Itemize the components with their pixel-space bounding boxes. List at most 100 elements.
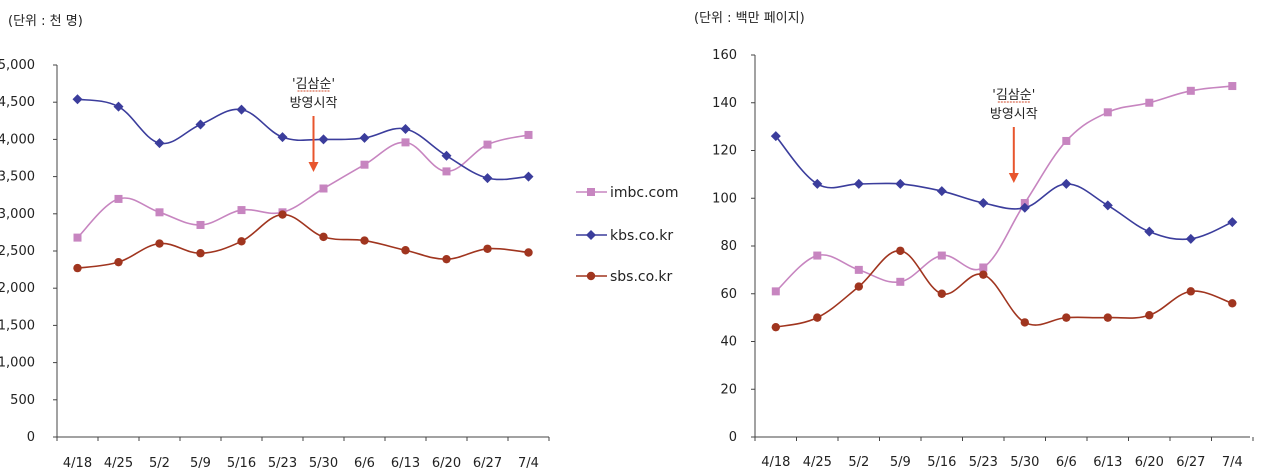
x-tick-label: 6/27 — [1176, 455, 1205, 470]
annotation-subtitle: 방영시작 — [290, 96, 338, 111]
x-tick-label: 7/4 — [1222, 455, 1243, 470]
x-tick-label: 5/23 — [969, 455, 998, 470]
right-chart: (단위 : 백만 페이지) 160 140 120 100 80 60 40 20 0 4/18 4/… — [694, 11, 1253, 470]
y-tick-label: 1,500 — [0, 318, 35, 333]
data-point-kbs-co-kr — [854, 179, 864, 189]
data-point-sbs-co-kr — [73, 264, 81, 272]
data-point-imbc-com — [979, 263, 987, 271]
data-point-sbs-co-kr — [772, 323, 780, 331]
data-point-sbs-co-kr — [155, 239, 163, 247]
y-tick-label: 80 — [720, 239, 737, 254]
data-point-imbc-com — [813, 252, 821, 260]
data-point-kbs-co-kr — [978, 198, 988, 208]
annotation-title: '김삼순' — [292, 77, 335, 92]
data-point-kbs-co-kr — [483, 173, 493, 183]
data-point-imbc-com — [1062, 137, 1070, 145]
x-tick-label: 5/2 — [848, 455, 869, 470]
y-tick-label: 20 — [720, 382, 737, 397]
data-point-kbs-co-kr — [319, 134, 329, 144]
legend-marker — [587, 272, 595, 280]
x-tick-label: 6/20 — [1135, 455, 1164, 470]
data-point-imbc-com — [525, 131, 533, 139]
y-tick-label: 40 — [720, 335, 737, 350]
x-tick-label: 5/23 — [268, 456, 297, 471]
data-point-kbs-co-kr — [114, 102, 124, 112]
y-tick-label: 500 — [10, 393, 35, 408]
data-point-imbc-com — [855, 266, 863, 274]
data-point-sbs-co-kr — [278, 210, 286, 218]
data-point-kbs-co-kr — [401, 124, 411, 134]
data-point-sbs-co-kr — [1021, 318, 1029, 326]
data-point-kbs-co-kr — [1227, 217, 1237, 227]
y-tick-label: 0 — [729, 430, 737, 445]
data-point-sbs-co-kr — [196, 249, 204, 257]
data-point-kbs-co-kr — [1144, 227, 1154, 237]
data-point-imbc-com — [938, 252, 946, 260]
data-point-sbs-co-kr — [442, 255, 450, 263]
x-tick-label: 5/16 — [927, 455, 956, 470]
legend: imbc.com kbs.co.kr sbs.co.kr — [576, 185, 678, 285]
data-point-sbs-co-kr — [855, 282, 863, 290]
data-point-kbs-co-kr — [812, 179, 822, 189]
data-point-sbs-co-kr — [896, 247, 904, 255]
data-point-kbs-co-kr — [524, 172, 534, 182]
left-chart: (단위 : 천 명) 5,000 4,500 4,000 3,500 3,000 2,500… — [0, 14, 549, 471]
data-point-sbs-co-kr — [938, 290, 946, 298]
x-tick-label: 6/6 — [1056, 455, 1077, 470]
data-point-imbc-com — [443, 167, 451, 175]
unit-label: (단위 : 백만 페이지) — [694, 11, 805, 26]
y-tick-label: 4,500 — [0, 95, 35, 110]
data-point-imbc-com — [361, 161, 369, 169]
x-tick-label: 5/30 — [1010, 455, 1039, 470]
legend-label: kbs.co.kr — [610, 228, 673, 244]
x-tick-label: 6/13 — [1093, 455, 1122, 470]
data-point-imbc-com — [402, 138, 410, 146]
y-tick-label: 60 — [720, 287, 737, 302]
data-point-imbc-com — [484, 141, 492, 149]
x-tick-label: 5/16 — [227, 456, 256, 471]
annotation-arrowhead — [309, 162, 319, 172]
x-tick-label: 4/25 — [803, 455, 832, 470]
data-point-kbs-co-kr — [196, 120, 206, 130]
annotation-arrowhead — [1009, 173, 1019, 183]
data-point-sbs-co-kr — [1228, 299, 1236, 307]
data-point-sbs-co-kr — [813, 313, 821, 321]
series-line-kbs-co-kr — [776, 136, 1233, 239]
data-point-imbc-com — [115, 195, 123, 203]
data-point-sbs-co-kr — [114, 258, 122, 266]
y-tick-label: 3,500 — [0, 170, 35, 185]
x-tick-label: 6/20 — [432, 456, 461, 471]
data-point-kbs-co-kr — [278, 132, 288, 142]
data-point-kbs-co-kr — [1061, 179, 1071, 189]
data-point-imbc-com — [1104, 108, 1112, 116]
data-point-imbc-com — [1187, 87, 1195, 95]
x-tick-label: 7/4 — [518, 456, 539, 471]
data-point-sbs-co-kr — [360, 236, 368, 244]
y-tick-label: 100 — [712, 191, 737, 206]
y-tick-label: 140 — [712, 96, 737, 111]
data-point-kbs-co-kr — [155, 138, 165, 148]
y-tick-label: 5,000 — [0, 58, 35, 73]
series-line-imbc-com — [78, 135, 529, 238]
data-point-imbc-com — [156, 208, 164, 216]
y-tick-label: 160 — [712, 48, 737, 63]
legend-label: sbs.co.kr — [610, 269, 672, 285]
data-point-kbs-co-kr — [895, 179, 905, 189]
data-point-sbs-co-kr — [524, 248, 532, 256]
unit-label: (단위 : 천 명) — [8, 14, 83, 29]
data-point-kbs-co-kr — [1103, 200, 1113, 210]
x-tick-label: 6/6 — [354, 456, 375, 471]
series-line-kbs-co-kr — [78, 99, 529, 179]
y-tick-label: 1,000 — [0, 356, 35, 371]
data-point-sbs-co-kr — [1187, 287, 1195, 295]
data-point-sbs-co-kr — [237, 237, 245, 245]
data-point-imbc-com — [238, 206, 246, 214]
y-tick-label: 0 — [27, 430, 35, 445]
data-point-kbs-co-kr — [237, 105, 247, 115]
series-line-sbs-co-kr — [78, 215, 529, 269]
data-point-kbs-co-kr — [73, 94, 83, 104]
x-tick-label: 4/18 — [63, 456, 92, 471]
data-point-sbs-co-kr — [483, 245, 491, 253]
data-point-imbc-com — [1145, 99, 1153, 107]
x-tick-label: 5/30 — [309, 456, 338, 471]
